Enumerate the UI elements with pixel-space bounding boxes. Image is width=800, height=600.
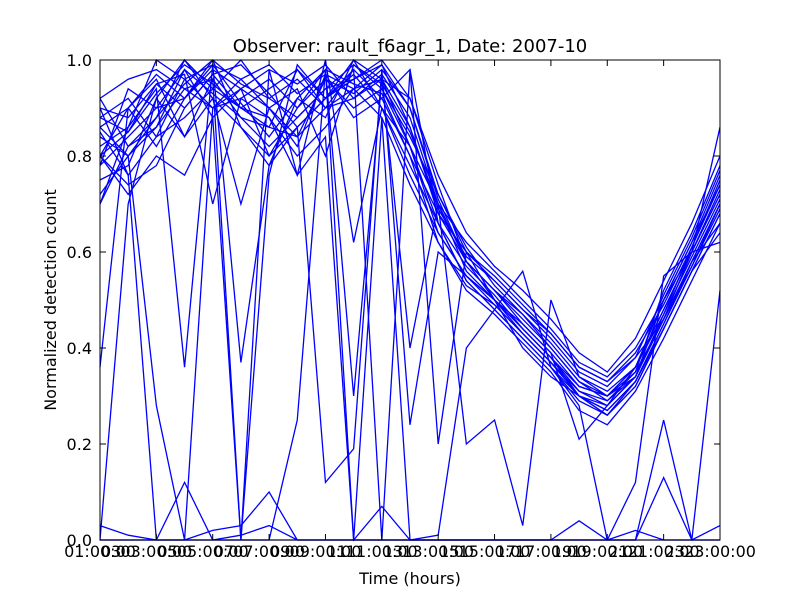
x-tick-label: 03:00:00	[120, 542, 192, 561]
series-line-24	[99, 64, 721, 417]
y-axis-label: Normalized detection count	[41, 189, 60, 411]
x-tick-label-overlap: 21	[608, 542, 628, 561]
y-tick-label: 0.2	[67, 435, 92, 454]
series-line-18	[99, 63, 721, 541]
x-tick-label: 01:00:00	[64, 542, 136, 561]
x-tick-label: 13:00:00	[402, 542, 474, 561]
x-tick-label: 17:00:00	[515, 542, 587, 561]
x-tick-label-overlap: 05	[157, 542, 177, 561]
plot-frame	[99, 59, 721, 541]
series-line-26	[99, 68, 721, 402]
x-tick-label: 09:00:00	[290, 542, 362, 561]
x-tick-label: 07:00:00	[233, 542, 305, 561]
y-tick-label: 0.0	[67, 531, 92, 550]
x-tick-label-overlap: 13	[383, 542, 403, 561]
x-tick-label: 21:00:00	[628, 542, 700, 561]
x-tick-label: 05:00:00	[177, 542, 249, 561]
x-tick-label-overlap: 07	[214, 542, 234, 561]
x-tick-label: 15:00:00	[459, 542, 531, 561]
x-tick-label: 11:00:00	[346, 542, 418, 561]
x-tick-label: 23:00:00	[684, 542, 756, 561]
x-tick-label-overlap: 17	[496, 542, 516, 561]
x-tick-label-overlap: 23	[665, 542, 685, 561]
x-tick-label-overlap: 09	[270, 542, 290, 561]
series-line-9	[99, 63, 721, 402]
x-axis-label: Time (hours)	[358, 569, 461, 588]
y-tick-label: 0.6	[67, 243, 92, 262]
chart-title: Observer: rault_f6agr_1, Date: 2007-10	[233, 36, 588, 57]
y-ticks: 0.0 0.2 0.4 0.6 0.8 1.0	[67, 51, 720, 550]
y-tick-label: 0.8	[67, 147, 92, 166]
x-tick-label-overlap: 19	[552, 542, 572, 561]
x-ticks: 01:00:0003:00:0005:00:0007:00:0009:00:00…	[64, 60, 756, 561]
y-tick-label: 0.4	[67, 339, 92, 358]
x-tick-label-overlap: 03	[101, 542, 121, 561]
x-tick-label: 19:00:00	[571, 542, 643, 561]
series-line-25	[99, 68, 721, 373]
x-tick-label-overlap: 11	[326, 542, 346, 561]
x-tick-label-overlap: 15	[439, 542, 459, 561]
y-tick-label: 1.0	[67, 51, 92, 70]
